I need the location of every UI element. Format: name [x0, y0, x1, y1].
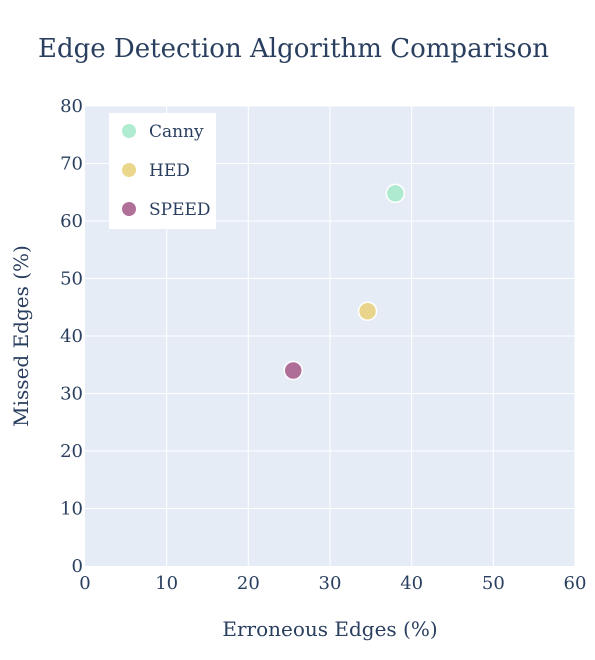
x-tick-label: 40 [400, 573, 423, 594]
x-tick-label: 0 [79, 573, 90, 594]
legend-label-canny: Canny [149, 122, 204, 142]
y-tick-label: 10 [60, 499, 83, 520]
y-tick-label: 30 [60, 384, 83, 405]
legend-label-hed: HED [149, 161, 190, 181]
x-tick-label: 60 [564, 573, 587, 594]
x-tick-labels: 0 10 20 30 40 50 60 [79, 573, 586, 594]
y-tick-label: 0 [72, 556, 83, 577]
y-tick-label: 50 [60, 269, 83, 290]
x-axis-label: Erroneous Edges (%) [222, 617, 437, 641]
data-point-hed [357, 301, 378, 322]
y-tick-label: 20 [60, 441, 83, 462]
data-point-speed [283, 360, 303, 381]
y-tick-labels: 0 10 20 30 40 50 60 70 80 [60, 96, 83, 577]
y-tick-label: 40 [60, 326, 83, 347]
y-axis-label: Missed Edges (%) [9, 245, 33, 427]
data-point-canny [385, 183, 406, 204]
x-tick-label: 50 [482, 573, 505, 594]
x-tick-label: 20 [237, 573, 260, 594]
chart-title: Edge Detection Algorithm Comparison [38, 34, 549, 64]
x-tick-label: 10 [155, 573, 178, 594]
legend-marker-hed [121, 162, 137, 178]
x-tick-label: 30 [319, 573, 342, 594]
legend-marker-speed [121, 201, 137, 217]
legend-marker-canny [121, 123, 137, 139]
y-tick-label: 60 [60, 211, 83, 232]
y-tick-label: 80 [60, 96, 83, 117]
data-points [283, 183, 406, 381]
legend: Canny HED SPEED [109, 113, 216, 229]
y-tick-label: 70 [60, 154, 83, 175]
legend-label-speed: SPEED [149, 200, 211, 220]
